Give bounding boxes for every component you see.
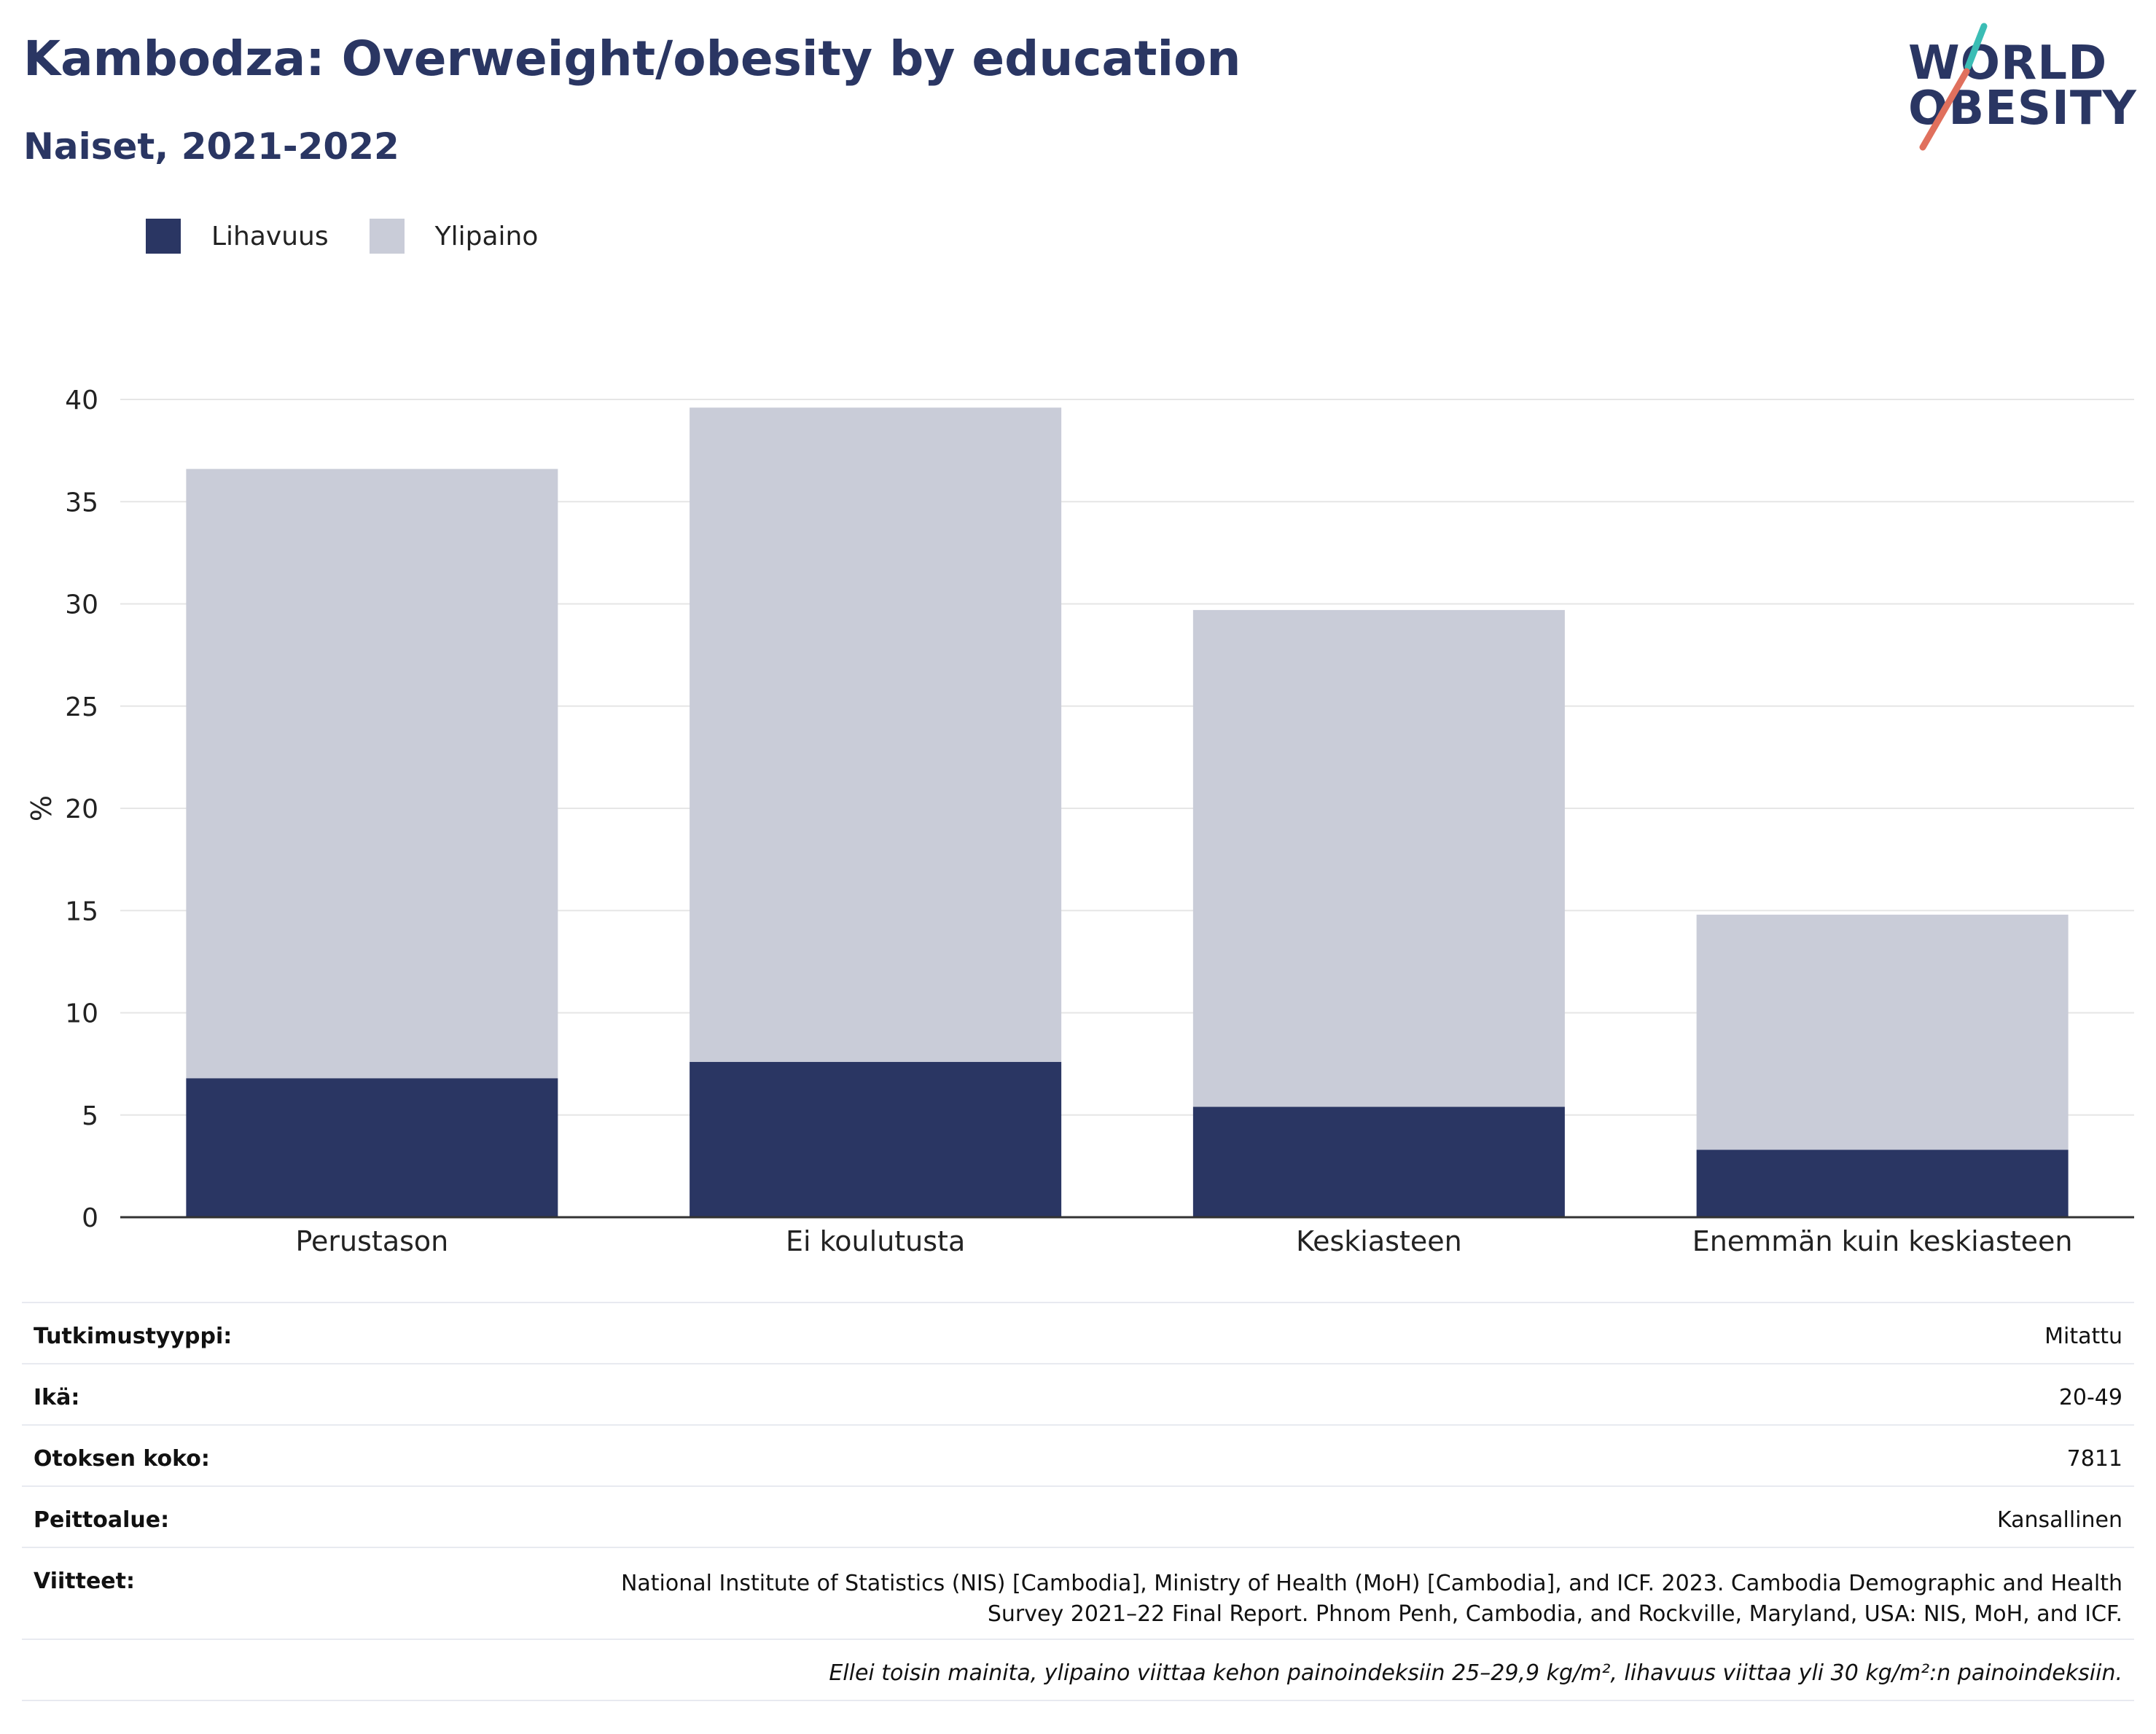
legend-swatch-obesity bbox=[146, 219, 181, 254]
x-tick-label: Keskiasteen bbox=[1296, 1225, 1462, 1257]
bar-obesity bbox=[186, 1078, 558, 1217]
footnote: Ellei toisin mainita, ylipaino viittaa k… bbox=[829, 1660, 2122, 1686]
info-value: National Institute of Statistics (NIS) [… bbox=[620, 1571, 2122, 1627]
info-label: Tutkimustyyppi: bbox=[34, 1324, 233, 1349]
x-tick-label: Perustason bbox=[295, 1225, 448, 1257]
y-tick-label: 5 bbox=[82, 1101, 98, 1131]
stacked-bar-chart: 0 5 10 15 20 25 30 35 40% Perustason Ei koulutusta… bbox=[26, 386, 2134, 1257]
page-subtitle: Naiset, 2021-2022 bbox=[23, 125, 399, 168]
bar-overweight bbox=[1192, 609, 1565, 1107]
info-row-references: Viitteet: National Institute of Statisti… bbox=[22, 1547, 2134, 1639]
bar-obesity bbox=[1696, 1149, 2069, 1217]
y-tick-label: 0 bbox=[82, 1203, 98, 1233]
y-tick-label: 35 bbox=[65, 488, 98, 518]
y-tick-label: 20 bbox=[65, 794, 98, 824]
chart-legend: Lihavuus Ylipaino bbox=[146, 216, 579, 257]
info-label: Otoksen koko: bbox=[34, 1446, 210, 1472]
info-value: Mitattu bbox=[2044, 1324, 2122, 1349]
world-obesity-logo: WORLD OBESITY bbox=[1895, 22, 2143, 153]
y-tick-label: 15 bbox=[65, 897, 98, 926]
y-tick-label: 30 bbox=[65, 590, 98, 620]
legend-item-overweight[interactable]: Ylipaino bbox=[369, 219, 539, 254]
info-row-coverage: Peittoalue: Kansallinen bbox=[22, 1485, 2134, 1547]
bar-obesity bbox=[1192, 1106, 1565, 1217]
y-tick-label: 10 bbox=[65, 999, 98, 1029]
info-value: Kansallinen bbox=[1996, 1507, 2122, 1533]
x-tick-label: Enemmän kuin keskiasteen bbox=[1692, 1225, 2073, 1257]
info-row-study-type: Tutkimustyyppi: Mitattu bbox=[22, 1302, 2134, 1363]
y-tick-label: 25 bbox=[65, 692, 98, 722]
footnote-row: Ellei toisin mainita, ylipaino viittaa k… bbox=[22, 1639, 2134, 1701]
info-label: Ikä: bbox=[34, 1385, 80, 1410]
legend-item-obesity[interactable]: Lihavuus bbox=[146, 219, 329, 254]
logo-text-world: WORLD bbox=[1908, 36, 2108, 90]
info-value: 20-49 bbox=[2058, 1385, 2122, 1410]
info-label: Viitteet: bbox=[34, 1569, 135, 1594]
info-label: Peittoalue: bbox=[34, 1507, 170, 1533]
info-value: 7811 bbox=[2066, 1446, 2122, 1472]
legend-label-obesity: Lihavuus bbox=[211, 221, 329, 251]
x-tick-label: Ei koulutusta bbox=[786, 1225, 965, 1257]
bar-obesity bbox=[690, 1061, 1062, 1217]
y-axis-label: % bbox=[26, 795, 58, 821]
logo-slash-icon bbox=[1919, 23, 1988, 151]
page-title: Kambodza: Overweight/obesity by educatio… bbox=[23, 31, 1241, 87]
info-row-sample-size: Otoksen koko: 7811 bbox=[22, 1424, 2134, 1485]
bar-overweight bbox=[690, 407, 1062, 1062]
bar-overweight bbox=[186, 469, 558, 1079]
info-row-age: Ikä: 20-49 bbox=[22, 1363, 2134, 1424]
info-table: Tutkimustyyppi: Mitattu Ikä: 20-49 Otoks… bbox=[22, 1302, 2134, 1701]
bar-overweight bbox=[1696, 914, 2069, 1150]
y-tick-label: 40 bbox=[65, 386, 98, 415]
legend-label-overweight: Ylipaino bbox=[434, 221, 539, 251]
legend-swatch-overweight bbox=[369, 219, 405, 254]
